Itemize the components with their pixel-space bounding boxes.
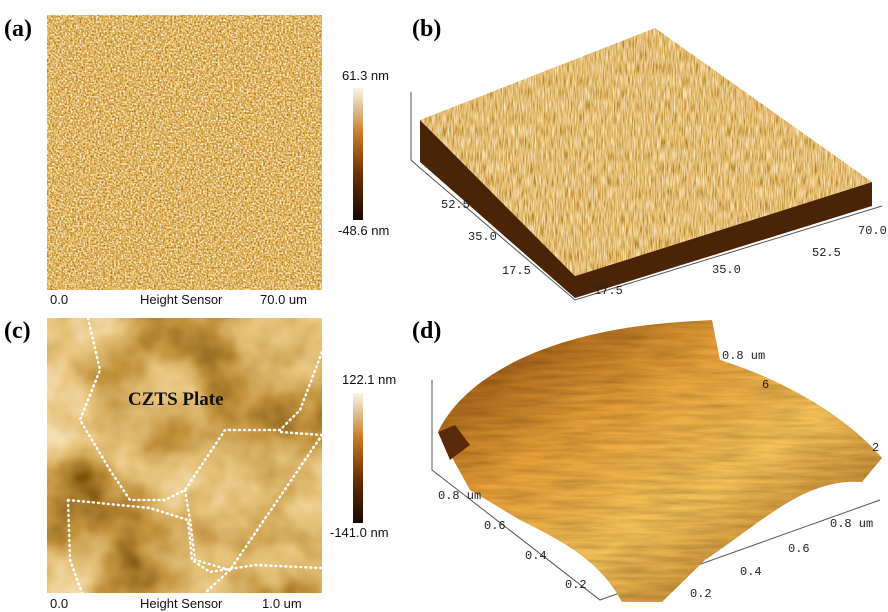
tick-label: 17.5 xyxy=(502,264,531,278)
tick-label: 0.4 xyxy=(525,549,547,563)
tick-label: 0.8 um xyxy=(830,517,873,531)
axis-title: Height Sensor xyxy=(140,596,223,611)
tick-label: 52.5 xyxy=(441,198,470,212)
tick-label: 35.0 xyxy=(712,263,741,277)
panel-label: (d) xyxy=(412,318,441,344)
body: (a) 61.3 nm -48.6 nm 0.0 Height Sensor 7… xyxy=(0,0,888,612)
page: {"panels": [ {"label": "(a)", "colorbar"… xyxy=(0,0,888,612)
surface-3d-d xyxy=(438,320,882,602)
tick-label: 70.0 xyxy=(858,224,887,238)
colorbar-max: 122.1 nm xyxy=(342,372,396,387)
tick-label: 0.8 um xyxy=(722,349,765,363)
annotation: CZTS Plate xyxy=(128,389,224,410)
afm-image-c xyxy=(47,318,322,593)
tick-label: 0.4 xyxy=(740,565,762,579)
colorbar-c xyxy=(353,393,363,523)
figure: (a) 61.3 nm -48.6 nm 0.0 Height Sensor 7… xyxy=(0,0,888,612)
tick-label: 0.2 xyxy=(565,578,587,592)
colorbar-min: -141.0 nm xyxy=(330,525,389,540)
afm-image-a xyxy=(47,15,322,290)
axis-start: 0.0 xyxy=(50,292,68,307)
panel-label: (a) xyxy=(4,16,32,42)
tick-label: 17.5 xyxy=(594,284,623,298)
tick-label: 35.0 xyxy=(468,230,497,244)
colorbar-min: -48.6 nm xyxy=(338,223,389,238)
colorbar-max: 61.3 nm xyxy=(342,68,389,83)
tick-label: 2 xyxy=(872,441,879,455)
tick-label: 0.6 xyxy=(788,542,810,556)
tick-label: 6 xyxy=(762,378,769,392)
axis-start: 0.0 xyxy=(50,596,68,611)
panel-label: (c) xyxy=(4,318,31,344)
colorbar-a xyxy=(353,88,363,220)
tick-label: 52.5 xyxy=(812,246,841,260)
tick-label: 0.6 xyxy=(484,519,506,533)
axis-end: 1.0 um xyxy=(262,596,302,611)
axis-title: Height Sensor xyxy=(140,292,223,307)
tick-label: 0.8 um xyxy=(438,489,481,503)
tick-label: 0.2 xyxy=(690,587,712,601)
axis-end: 70.0 um xyxy=(260,292,307,307)
panel-label: (b) xyxy=(412,16,441,42)
